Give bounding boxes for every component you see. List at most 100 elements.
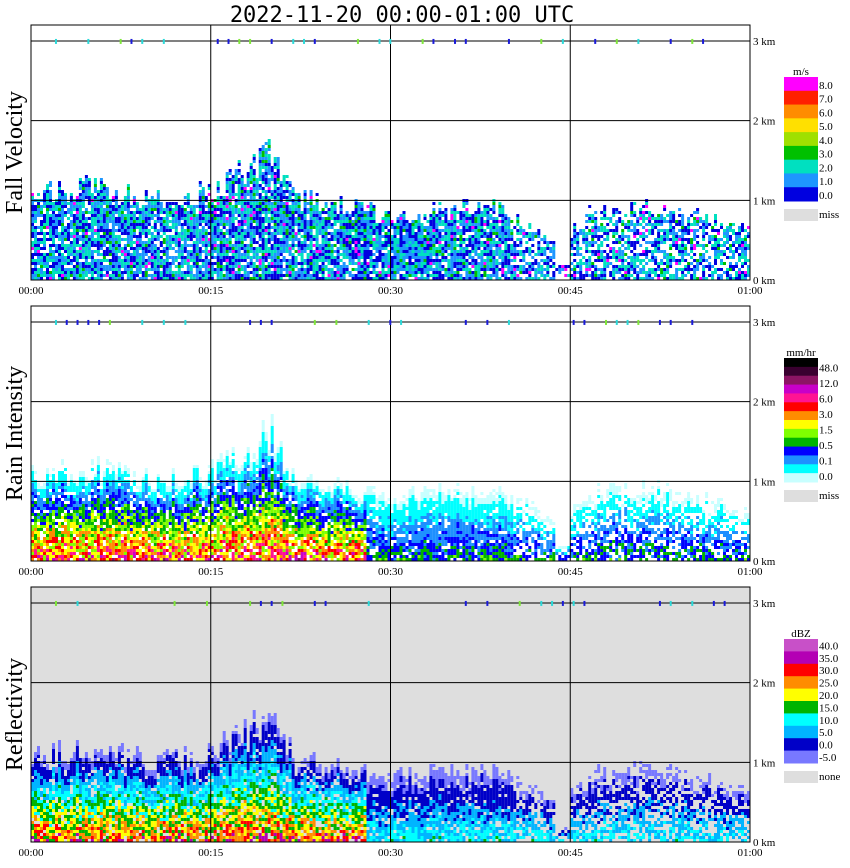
figure-title: 2022-11-20 00:00-01:00 UTC <box>230 3 574 28</box>
legend-label: 8.0 <box>819 80 833 92</box>
legend-label: 5.0 <box>819 727 833 739</box>
legend-label: 35.0 <box>819 653 839 665</box>
legend-swatch <box>784 366 818 377</box>
legend-label: 1.5 <box>819 425 833 437</box>
legend-label: 4.0 <box>819 135 833 147</box>
legend-missing-label: none <box>819 771 841 783</box>
legend-label: 6.0 <box>819 107 833 119</box>
legend-swatch <box>784 411 818 421</box>
x-tick-label: 00:45 <box>558 285 584 297</box>
top-markers <box>54 319 694 325</box>
legend-missing-label: miss <box>819 209 839 221</box>
legend-swatch <box>784 384 818 394</box>
legend-label: 0.5 <box>819 440 833 452</box>
legend-swatch <box>784 375 818 386</box>
legend-label: 12.0 <box>819 378 839 390</box>
legend-label: 6.0 <box>819 394 833 406</box>
y-tick-label: 3 km <box>753 36 776 48</box>
x-tick-label: 00:30 <box>378 285 404 297</box>
y-axis-label: Rain Intensity <box>2 366 28 501</box>
legend-swatch <box>784 738 818 752</box>
legend-swatch <box>784 446 818 456</box>
legend-swatch <box>784 701 818 714</box>
y-tick-label: 0 km <box>753 556 776 568</box>
color-legend: m/s 8.0 7.06.0 5.0 4.0 3.02.0 1.0 0.0 miss <box>784 66 839 221</box>
y-tick-label: 2 km <box>753 678 776 690</box>
x-tick-label: 00:15 <box>198 285 224 297</box>
legend-label: 0.0 <box>819 740 833 752</box>
legend-swatch <box>784 358 818 368</box>
legend-label: 1.0 <box>819 176 833 188</box>
panel-reflectivity: 00:00 00:15 00:30 00:45 01:000 km 1 km 2 km 3 k… <box>2 586 841 859</box>
legend-missing-swatch <box>784 490 818 502</box>
heatmap-cells <box>31 414 750 561</box>
legend-unit: dBZ <box>791 628 811 640</box>
legend-swatch <box>784 455 818 465</box>
y-axis-label: Reflectivity <box>2 658 28 771</box>
legend-label: -5.0 <box>819 752 837 764</box>
legend-label: 3.0 <box>819 409 833 421</box>
legend-swatch <box>784 187 818 202</box>
legend-swatch <box>784 639 818 652</box>
panel-rain-intensity: 00:00 00:15 00:30 00:45 01:000 km 1 km 2 km 3 k… <box>2 305 839 578</box>
x-tick-label: 00:00 <box>18 285 44 297</box>
color-legend: dBZ 40.035.030.025.020.015.010.05.00.0-5.… <box>784 628 841 783</box>
x-tick-label: 00:45 <box>558 847 584 859</box>
legend-missing-swatch <box>784 771 818 783</box>
legend-label: 15.0 <box>819 702 839 714</box>
y-tick-label: 3 km <box>753 317 776 329</box>
gridlines <box>30 587 751 842</box>
legend-swatch <box>784 676 818 690</box>
legend-label: 10.0 <box>819 715 839 727</box>
legend-swatch <box>784 118 818 133</box>
x-tick-label: 00:30 <box>378 847 404 859</box>
legend-label: 0.1 <box>819 456 833 468</box>
legend-swatch <box>784 713 818 727</box>
y-tick-label: 2 km <box>753 397 776 409</box>
x-tick-label: 00:45 <box>558 566 584 578</box>
legend-missing-label: miss <box>819 490 839 502</box>
legend-label: 40.0 <box>819 640 839 652</box>
legend-swatch <box>784 420 818 430</box>
y-tick-label: 0 km <box>753 837 776 849</box>
x-tick-label: 00:00 <box>18 566 44 578</box>
y-tick-label: 3 km <box>753 598 776 610</box>
x-tick-label: 00:00 <box>18 847 44 859</box>
legend-swatch <box>784 464 818 474</box>
x-tick-label: 01:00 <box>737 285 763 297</box>
legend-swatch <box>784 651 818 665</box>
x-tick-label: 00:15 <box>198 847 224 859</box>
y-tick-label: 2 km <box>753 116 776 128</box>
legend-swatch <box>784 750 818 764</box>
x-tick-label: 01:00 <box>737 566 763 578</box>
legend-swatch <box>784 663 818 677</box>
top-markers <box>54 38 705 44</box>
legend-swatch <box>784 104 818 119</box>
legend-label: 30.0 <box>819 665 839 677</box>
legend-swatch <box>784 437 818 448</box>
legend-swatch <box>784 402 818 412</box>
legend-label: 20.0 <box>819 690 839 702</box>
legend-label: 2.0 <box>819 162 833 174</box>
heatmap-cells <box>31 710 750 842</box>
x-tick-label: 01:00 <box>737 847 763 859</box>
legend-label: 48.0 <box>819 363 839 375</box>
legend-label: 25.0 <box>819 678 839 690</box>
legend-swatch <box>784 428 818 439</box>
y-tick-label: 1 km <box>753 195 776 207</box>
legend-swatch <box>784 145 818 161</box>
panel-fall-velocity: 00:00 00:15 00:30 00:45 01:000 km 1 km 2 km 3 k… <box>2 24 839 297</box>
legend-swatch <box>784 173 818 188</box>
legend-swatch <box>784 77 818 92</box>
legend-label: 5.0 <box>819 121 833 133</box>
legend-swatch <box>784 159 818 174</box>
legend-swatch <box>784 90 818 106</box>
plot-frame <box>30 586 751 843</box>
y-tick-label: 0 km <box>753 275 776 287</box>
top-markers <box>54 600 726 606</box>
x-tick-label: 00:15 <box>198 566 224 578</box>
legend-swatch <box>784 688 818 702</box>
legend-missing-swatch <box>784 209 818 221</box>
y-tick-label: 1 km <box>753 757 776 769</box>
